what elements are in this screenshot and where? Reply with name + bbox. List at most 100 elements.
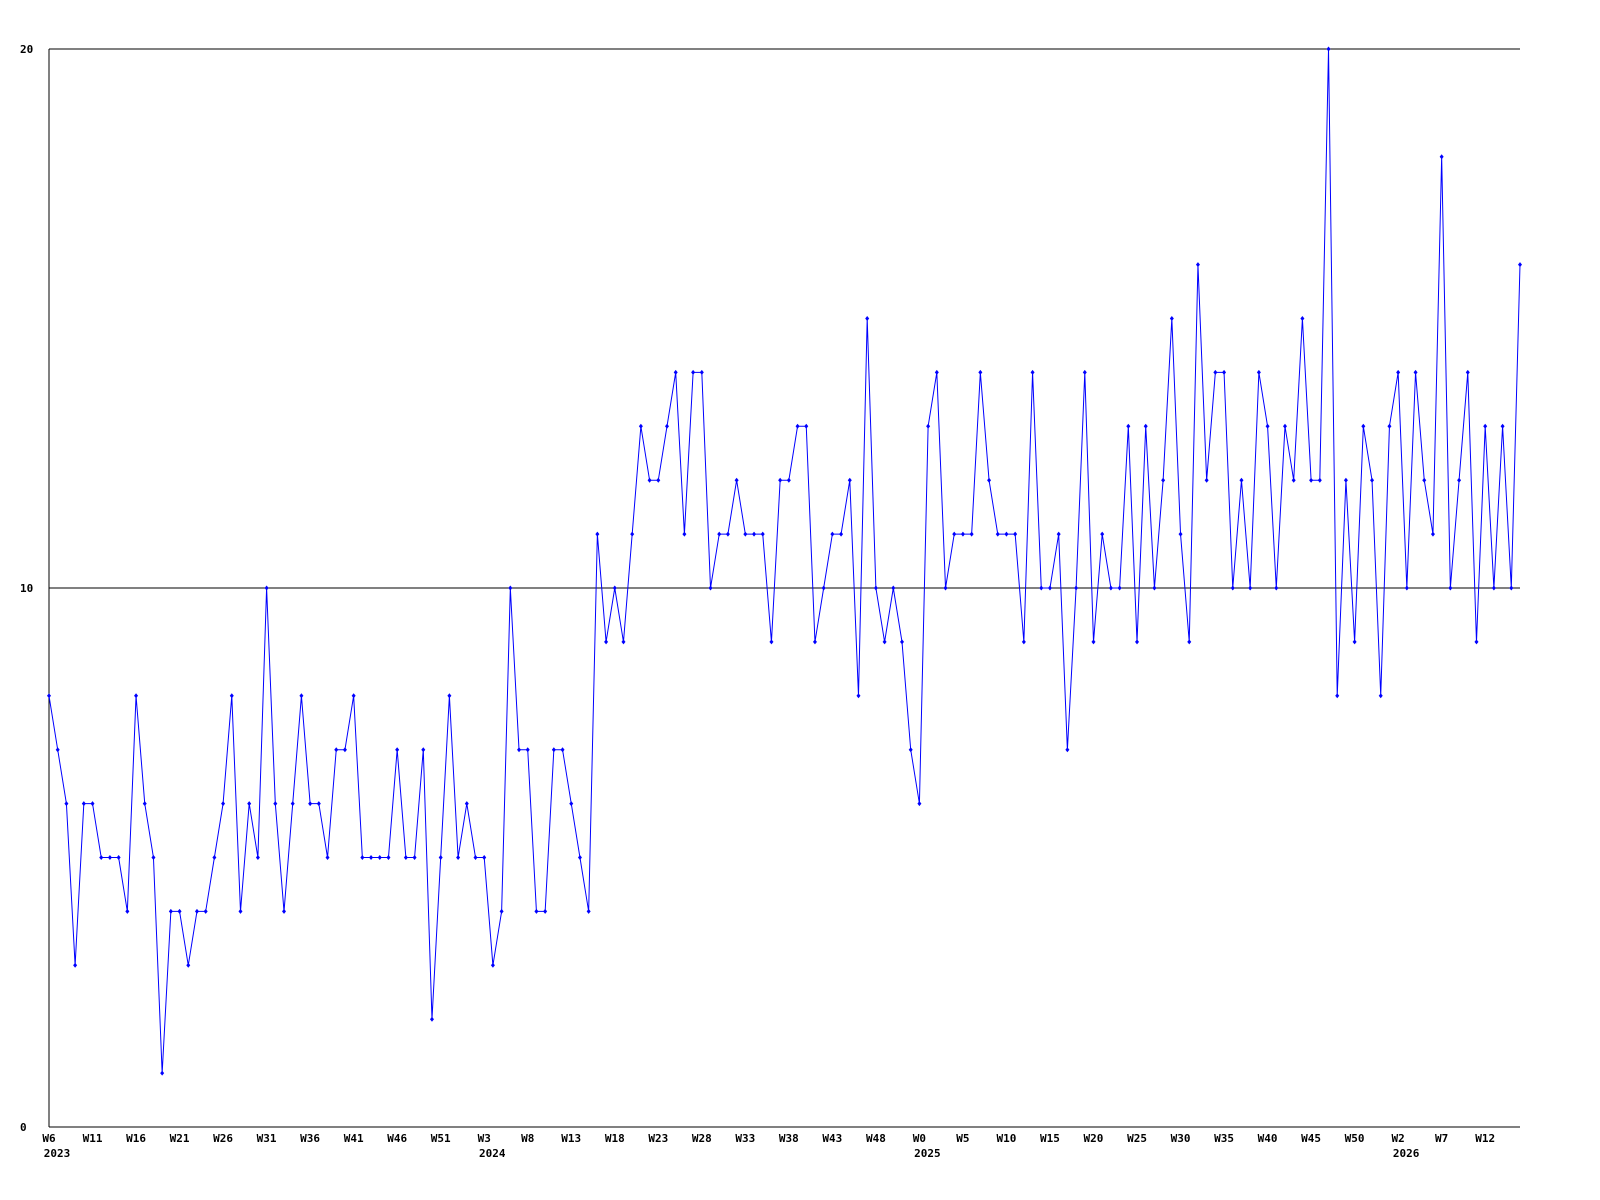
data-point	[1004, 531, 1009, 537]
x-tick-label: W10	[997, 1132, 1017, 1145]
data-point	[1300, 316, 1305, 321]
data-point	[891, 585, 896, 591]
x-tick-label: W31	[257, 1132, 277, 1145]
data-point	[203, 908, 208, 914]
data-point	[577, 855, 582, 860]
data-point	[952, 531, 957, 537]
x-tick-label: W30	[1171, 1132, 1191, 1145]
data-point	[1396, 369, 1401, 375]
data-point	[1169, 316, 1174, 321]
data-point	[1239, 477, 1244, 483]
data-point	[351, 693, 356, 699]
x-tick-label: W12	[1475, 1132, 1495, 1145]
data-point	[64, 801, 69, 807]
data-point	[725, 531, 730, 537]
data-point	[194, 908, 199, 914]
data-point	[1065, 747, 1070, 753]
data-point	[839, 531, 844, 537]
x-tick-label: W40	[1258, 1132, 1278, 1145]
data-point	[1230, 585, 1235, 591]
data-point	[177, 908, 182, 914]
data-point	[168, 908, 173, 914]
data-point	[1117, 585, 1122, 591]
data-point	[926, 423, 931, 429]
data-point	[638, 423, 643, 429]
data-point	[1135, 639, 1140, 645]
data-point	[1021, 639, 1026, 645]
x-tick-label: W50	[1345, 1132, 1365, 1145]
x-tick-label: W36	[300, 1132, 320, 1145]
x-year-label: 2026	[1393, 1147, 1420, 1160]
data-point	[386, 855, 391, 860]
x-tick-label: W6	[42, 1132, 56, 1145]
data-point	[673, 369, 678, 375]
data-point	[1195, 262, 1200, 268]
data-point	[1335, 693, 1340, 699]
data-point	[934, 369, 939, 375]
data-point	[786, 477, 791, 483]
data-point	[151, 855, 156, 860]
x-tick-label: W16	[126, 1132, 146, 1145]
y-tick-label: 0	[20, 1121, 27, 1134]
data-point	[429, 1016, 434, 1022]
x-tick-label: W28	[692, 1132, 712, 1145]
data-point	[447, 693, 452, 699]
data-point	[290, 801, 295, 807]
data-point	[412, 855, 417, 860]
data-point	[682, 531, 687, 537]
data-point	[1108, 585, 1113, 591]
data-point	[525, 747, 530, 753]
data-point	[830, 531, 835, 537]
data-point	[421, 747, 426, 753]
y-tick-label: 20	[20, 43, 33, 56]
data-point	[1030, 369, 1035, 375]
x-tick-label: W25	[1127, 1132, 1147, 1145]
data-point	[908, 747, 913, 753]
data-point	[812, 639, 817, 645]
data-point	[395, 747, 400, 753]
y-tick-label: 10	[20, 582, 33, 595]
data-point	[473, 855, 478, 860]
data-point	[1161, 477, 1166, 483]
data-point	[1248, 585, 1253, 591]
data-point	[369, 855, 374, 860]
data-point	[551, 747, 556, 753]
data-point	[960, 531, 965, 537]
data-point	[1082, 369, 1087, 375]
data-point	[490, 962, 495, 968]
data-point	[90, 801, 95, 807]
data-point	[464, 801, 469, 807]
data-point	[1039, 585, 1044, 591]
x-tick-label: W45	[1301, 1132, 1321, 1145]
data-point	[221, 801, 226, 807]
data-point	[534, 908, 539, 914]
data-point	[717, 531, 722, 537]
data-point	[1422, 477, 1427, 483]
data-point	[1491, 585, 1496, 591]
data-point	[1274, 585, 1279, 591]
data-point	[995, 531, 1000, 537]
data-point	[900, 639, 905, 645]
data-point	[1091, 639, 1096, 645]
data-point	[1013, 531, 1018, 537]
x-tick-label: W43	[822, 1132, 842, 1145]
data-point	[229, 693, 234, 699]
data-point	[1352, 639, 1357, 645]
data-point	[186, 962, 191, 968]
data-point	[316, 801, 321, 807]
data-point	[1074, 585, 1079, 591]
data-point	[1187, 639, 1192, 645]
data-point	[1213, 369, 1218, 375]
data-point	[586, 908, 591, 914]
x-tick-label: W5	[956, 1132, 969, 1145]
data-point	[134, 693, 139, 699]
data-point	[1265, 423, 1270, 429]
data-point	[699, 369, 704, 375]
data-point	[438, 855, 443, 860]
data-point	[734, 477, 739, 483]
data-point	[142, 801, 147, 807]
data-point	[943, 585, 948, 591]
data-point	[499, 908, 504, 914]
